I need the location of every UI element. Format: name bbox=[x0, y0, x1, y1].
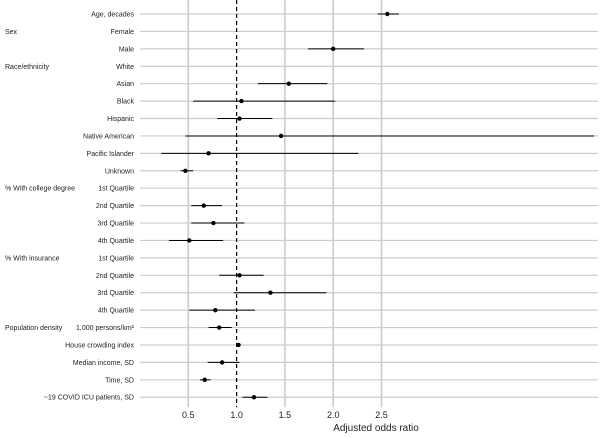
x-axis-title: Adjusted odds ratio bbox=[333, 423, 419, 434]
row-label: White bbox=[116, 64, 134, 71]
row-label: 1st Quartile bbox=[98, 186, 134, 193]
row-label: Male bbox=[119, 46, 134, 53]
row-label: Time, SD bbox=[105, 377, 134, 384]
x-tick-label: 1.0 bbox=[230, 410, 243, 420]
row-label: 3rd Quartile bbox=[97, 221, 134, 228]
odds-ratio-point bbox=[237, 273, 242, 278]
row-label: Native American bbox=[83, 133, 134, 140]
group-label: Sex bbox=[5, 29, 18, 36]
odds-ratio-point bbox=[278, 133, 284, 139]
row-label: Asian bbox=[116, 81, 134, 88]
row-label: Unknown bbox=[105, 168, 134, 175]
row-label: 4th Quartile bbox=[98, 308, 134, 315]
odds-ratio-point bbox=[237, 116, 242, 121]
odds-ratio-point bbox=[211, 220, 216, 226]
row-label: Female bbox=[111, 29, 134, 36]
row-label: Median income, SD bbox=[73, 360, 134, 367]
odds-ratio-point bbox=[187, 238, 192, 243]
odds-ratio-point bbox=[268, 290, 273, 295]
x-tick-label: 1.5 bbox=[279, 410, 292, 420]
row-label: 1,000 persons/km² bbox=[76, 325, 135, 332]
odds-ratio-point bbox=[183, 168, 188, 173]
row-label: Age, decades bbox=[91, 12, 134, 19]
row-label: 2nd Quartile bbox=[96, 273, 134, 280]
row-label: Pacific Islander bbox=[87, 151, 135, 158]
row-label: Black bbox=[117, 99, 135, 106]
row-label: 1st Quartile bbox=[98, 255, 134, 262]
row-label: 2nd Quartile bbox=[96, 203, 134, 210]
row-label: Hispanic bbox=[107, 116, 134, 123]
odds-ratio-point bbox=[239, 98, 244, 104]
odds-ratio-point bbox=[251, 395, 257, 400]
row-label: House crowding index bbox=[65, 342, 134, 349]
odds-ratio-point bbox=[331, 46, 336, 52]
label-layer: Age, decades Sex Female Male Race/ethnicity W… bbox=[5, 12, 135, 402]
x-tick-layer: 0.5 1.0 1.5 2.0 2.5 bbox=[182, 410, 388, 420]
odds-ratio-point bbox=[385, 11, 390, 17]
row-label: 3rd Quartile bbox=[97, 290, 134, 297]
row-label: ~19 COVID ICU patients, SD bbox=[44, 395, 134, 402]
x-tick-label: 0.5 bbox=[182, 410, 195, 420]
odds-ratio-point bbox=[213, 307, 218, 313]
odds-ratio-point bbox=[219, 360, 225, 365]
mark-layer bbox=[161, 0, 595, 408]
row-label: 4th Quartile bbox=[98, 238, 134, 245]
odds-ratio-point bbox=[206, 151, 211, 156]
odds-ratio-point bbox=[217, 325, 222, 330]
x-tick-label: 2.0 bbox=[327, 410, 340, 420]
x-tick-label: 2.5 bbox=[375, 410, 388, 420]
group-label: Race/ethnicity bbox=[5, 64, 49, 71]
odds-ratio-point bbox=[286, 81, 291, 86]
grid-layer bbox=[140, 0, 598, 408]
odds-ratio-point bbox=[201, 203, 206, 208]
group-label: Population density bbox=[5, 325, 63, 332]
group-label: % With college degree bbox=[5, 186, 75, 193]
group-label: % With insurance bbox=[5, 255, 60, 262]
odds-ratio-point bbox=[236, 342, 241, 348]
odds-ratio-point bbox=[202, 377, 207, 383]
